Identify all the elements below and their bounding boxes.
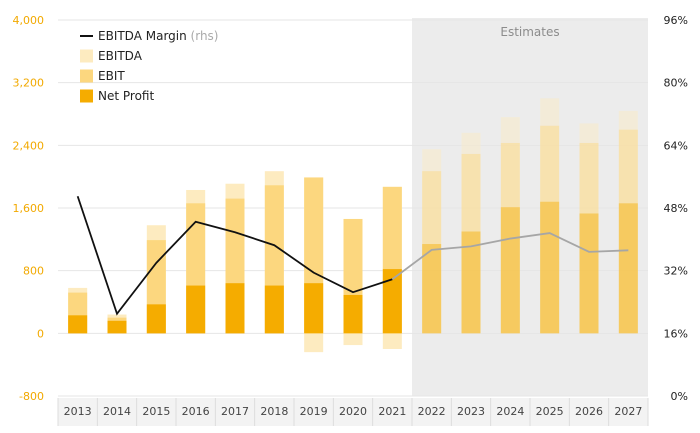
ebitda-margin-line-estimate (391, 232, 629, 281)
net-profit-bar-2020 (343, 294, 363, 334)
x-tick-label-2015: 2015 (142, 405, 170, 418)
estimates-region (412, 18, 648, 396)
net-profit-bar-2026 (579, 213, 599, 334)
legend-swatch-ebitda (80, 49, 93, 63)
ebit-bar-2026 (579, 142, 599, 334)
ebitda-bar-2024 (500, 117, 520, 334)
x-tick-label-2027: 2027 (614, 405, 642, 418)
x-tick-label-2026: 2026 (575, 405, 603, 418)
net-profit-bar-2017 (225, 283, 245, 334)
legend-sub-text: (rhs) (187, 29, 219, 43)
ebit-bar-2023 (461, 153, 481, 334)
y-left-tick-label: 800 (23, 265, 44, 278)
x-tick-label-2014: 2014 (103, 405, 131, 418)
y-left-tick-label: 4,000 (13, 14, 45, 27)
y-right-tick-label: 80% (664, 77, 688, 90)
net-profit-bar-2014 (107, 320, 127, 334)
ebitda-margin-line-actual (76, 195, 393, 316)
legend-label-net-profit: Net Profit (98, 89, 154, 103)
y-right-tick-label: 0% (671, 390, 688, 403)
ebit-bar-2025 (540, 125, 560, 334)
ebitda-bar-2025 (540, 98, 560, 334)
x-tick-label-2016: 2016 (182, 405, 210, 418)
legend-label-ebitda-margin: EBITDA Margin (rhs) (98, 29, 219, 43)
net-profit-bar-2015 (146, 304, 166, 334)
x-tick-label-2017: 2017 (221, 405, 249, 418)
ebitda-neg-bar-2020 (343, 333, 363, 346)
legend-swatch-ebit (80, 69, 93, 83)
legend-label-text: EBITDA Margin (98, 29, 187, 43)
x-tick-label-2013: 2013 (64, 405, 92, 418)
ebitda-bar-2023 (461, 132, 481, 334)
x-tick-label-2025: 2025 (536, 405, 564, 418)
x-tick-label-2019: 2019 (300, 405, 328, 418)
y-right-tick-label: 64% (664, 139, 688, 152)
y-left-tick-label: 3,200 (13, 77, 45, 90)
ebit-bar-2022 (422, 171, 442, 334)
y-right-tick-label: 48% (664, 202, 688, 215)
ebitda-bar-2022 (422, 149, 442, 334)
x-tick-label-2020: 2020 (339, 405, 367, 418)
ebitda-bar-2027 (618, 110, 638, 334)
y-left-tick-label: 2,400 (13, 139, 45, 152)
y-right-tick-label: 96% (664, 14, 688, 27)
legend-label-text: EBITDA (98, 49, 143, 63)
net-profit-bar-2023 (461, 231, 481, 334)
net-profit-bar-2013 (68, 315, 88, 334)
net-profit-bar-2025 (540, 201, 560, 334)
y-left-tick-label: -800 (19, 390, 44, 403)
y-left-tick-label: 1,600 (13, 202, 45, 215)
ebit-bar-2027 (618, 129, 638, 334)
x-tick-label-2022: 2022 (418, 405, 446, 418)
net-profit-bar-2019 (304, 283, 324, 334)
net-profit-bar-2021 (382, 269, 402, 334)
legend-label-text: Net Profit (98, 89, 154, 103)
estimates-label: Estimates (500, 25, 559, 39)
y-left-tick-label: 0 (37, 327, 44, 340)
ebitda-bar-2026 (579, 123, 599, 334)
net-profit-bar-2016 (186, 285, 206, 334)
net-profit-bar-2027 (618, 203, 638, 334)
x-axis-band (58, 398, 648, 426)
ebitda-neg-bar-2021 (382, 333, 402, 349)
net-profit-bar-2024 (500, 207, 520, 334)
legend-label-ebitda: EBITDA (98, 49, 143, 63)
x-tick-label-2024: 2024 (496, 405, 524, 418)
x-tick-label-2023: 2023 (457, 405, 485, 418)
net-profit-bar-2018 (264, 285, 284, 334)
y-right-tick-label: 32% (664, 265, 688, 278)
x-tick-label-2018: 2018 (260, 405, 288, 418)
legend-label-text: EBIT (98, 69, 125, 83)
ebitda-neg-bar-2019 (304, 333, 324, 353)
legend-swatch-net-profit (80, 89, 93, 103)
legend-label-ebit: EBIT (98, 69, 125, 83)
y-right-tick-label: 16% (664, 327, 688, 340)
x-tick-label-2021: 2021 (378, 405, 406, 418)
net-profit-bar-2022 (422, 244, 442, 334)
